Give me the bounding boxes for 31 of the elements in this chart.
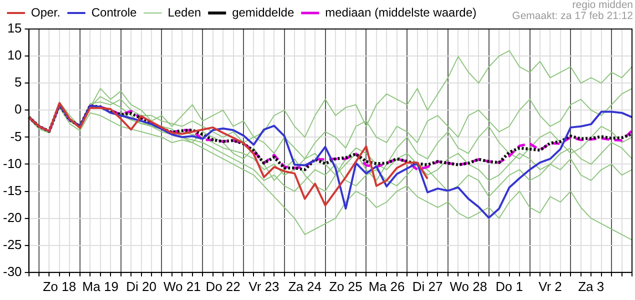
- x-tick-label: Ma 19: [82, 278, 118, 294]
- x-tick-label: Za 3: [578, 278, 604, 294]
- y-tick-label: -25: [2, 236, 22, 252]
- y-tick-label: -5: [10, 128, 22, 144]
- legend-label: Controle: [91, 5, 138, 20]
- x-tick-label: Di 27: [412, 278, 443, 294]
- x-tick-label: Ma 26: [368, 278, 405, 294]
- legend-label: Oper.: [31, 5, 60, 20]
- x-tick-label: Wo 28: [450, 278, 488, 294]
- x-tick-label: Do 1: [496, 278, 524, 294]
- x-tick-label: Vr 23: [248, 278, 280, 294]
- text: regio midden: [572, 0, 634, 12]
- legend-label: mediaan (middelste waarde): [325, 5, 477, 20]
- x-tick-label: Vr 2: [538, 278, 562, 294]
- x-tick-label: Wo 21: [163, 278, 201, 294]
- y-tick-label: -30: [2, 264, 22, 279]
- y-tick-label: -10: [2, 156, 22, 171]
- y-tick-label: 15: [7, 20, 22, 36]
- x-tick-label: Do 22: [206, 278, 240, 294]
- y-tick-label: 0: [14, 102, 22, 117]
- x-tick-label: Zo 18: [42, 278, 76, 294]
- text: Gemaakt: za 17 feb 21:12: [512, 10, 634, 22]
- legend-label: Leden: [168, 5, 202, 20]
- y-tick-label: 5: [14, 74, 22, 90]
- x-tick-label: Zo 25: [329, 278, 362, 294]
- legend-label: gemiddelde: [232, 5, 294, 20]
- y-tick-label: -15: [2, 182, 22, 198]
- x-tick-label: Di 20: [126, 278, 156, 294]
- y-tick-label: 10: [7, 48, 22, 63]
- y-tick-label: -20: [2, 210, 22, 225]
- x-tick-label: Za 24: [288, 278, 322, 294]
